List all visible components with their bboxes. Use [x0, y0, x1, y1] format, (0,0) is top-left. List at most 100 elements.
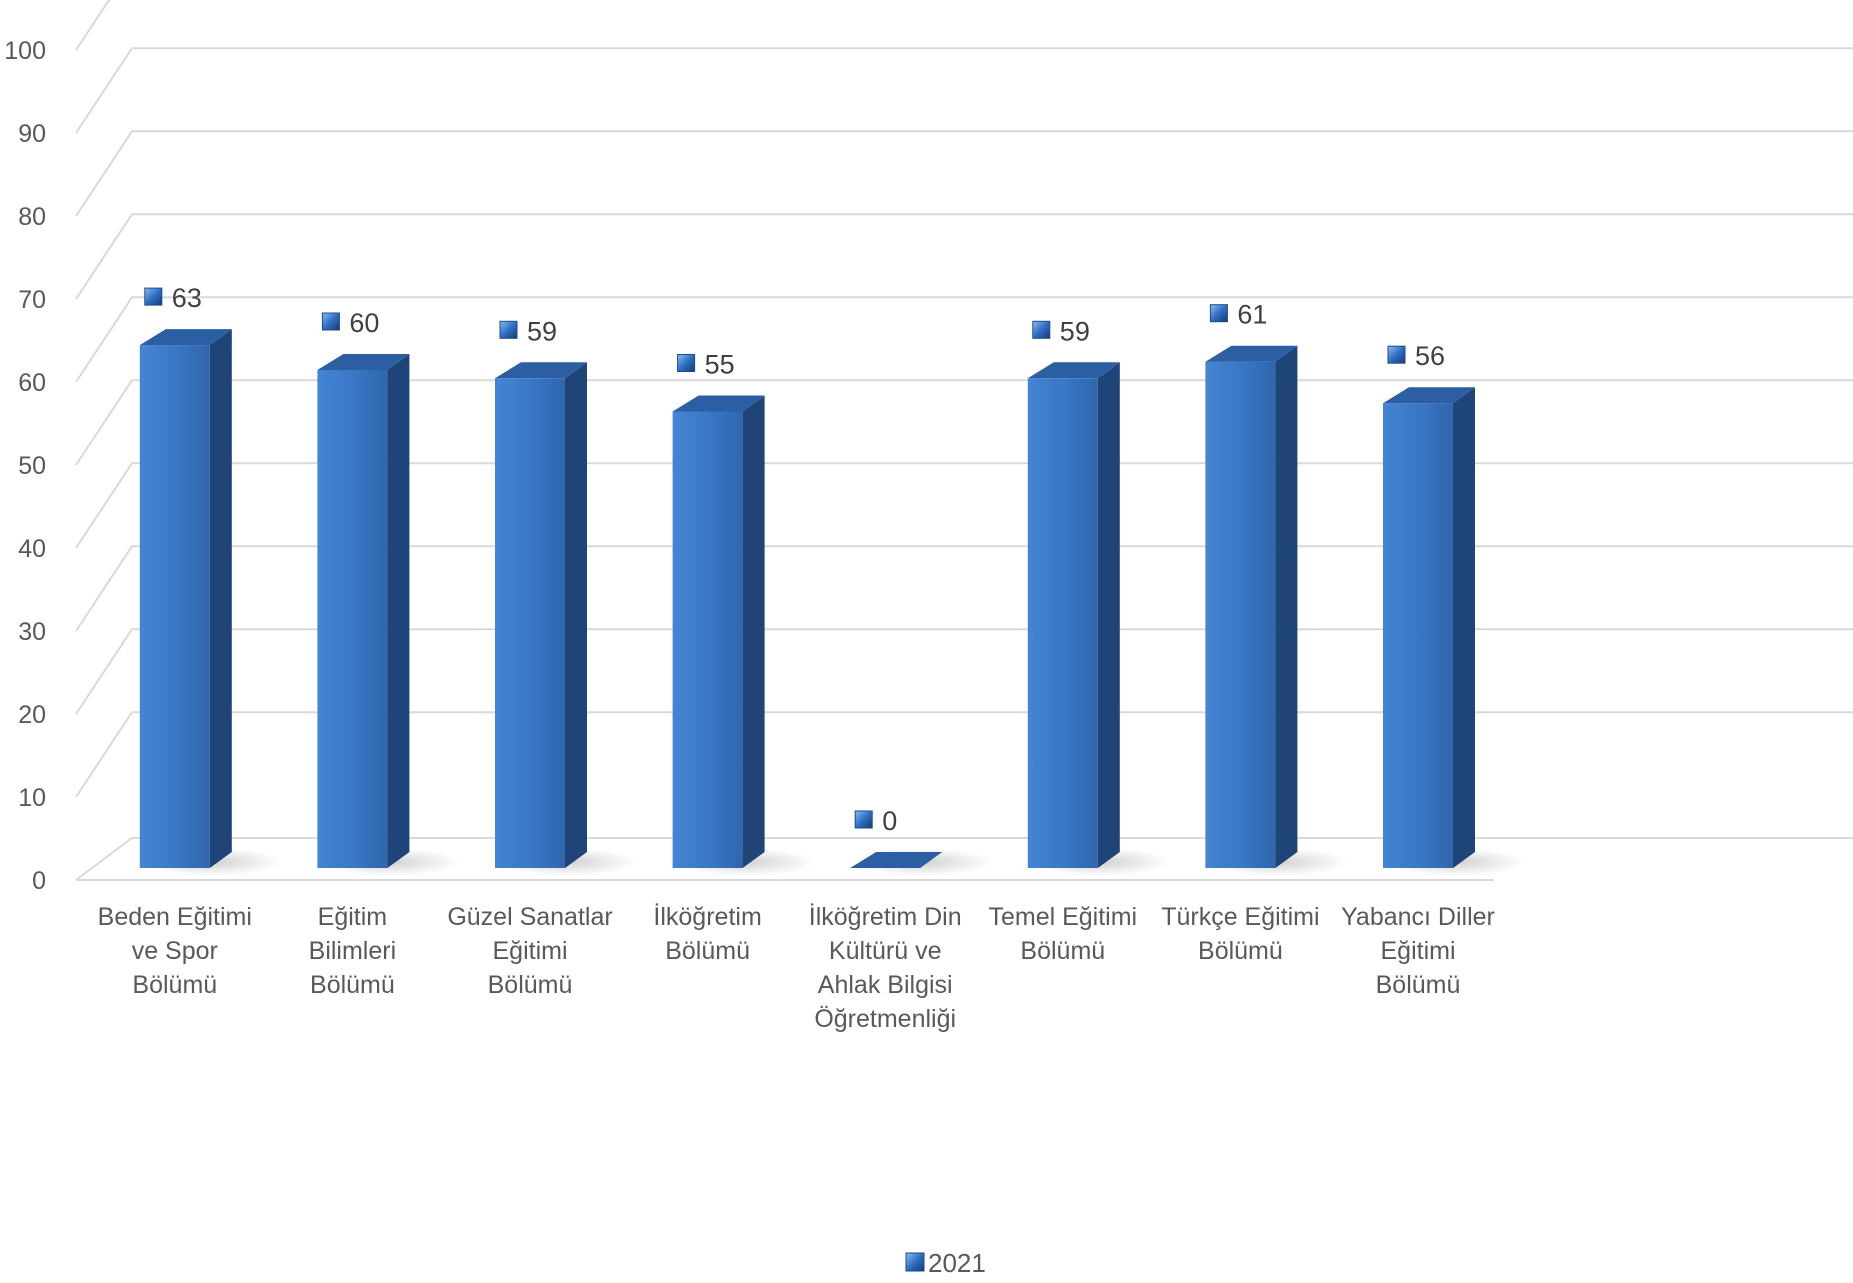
legend-label: 2021: [928, 1248, 986, 1278]
data-label-value: 56: [1415, 341, 1445, 371]
legend[interactable]: 2021: [905, 1248, 986, 1278]
x-tick-label-line: Bölümü: [1376, 971, 1461, 999]
x-tick-label-line: Bölümü: [1198, 937, 1283, 965]
bar-top: [317, 354, 410, 370]
bar-front: [317, 370, 388, 868]
gridline: [75, 130, 1853, 217]
y-tick-label: 90: [18, 120, 46, 148]
y-tick-label: 10: [18, 784, 46, 812]
x-tick-label: Yabancı Diller Eğitimi Bölümü: [1341, 903, 1495, 999]
x-tick-label-line: Temel Eğitimi: [988, 903, 1137, 931]
data-label-value: 55: [705, 350, 735, 380]
y-tick-label: 50: [18, 452, 46, 480]
x-tick-label-line: Güzel Sanatlar: [447, 903, 612, 931]
bar-side: [387, 354, 410, 868]
y-tick-label: 40: [18, 535, 46, 563]
x-tick-label-line: Bölümü: [310, 971, 395, 999]
bar: [672, 395, 816, 876]
bar-top: [1027, 362, 1120, 379]
data-label-marker: [677, 354, 696, 372]
x-tick-label: Beden Eğitimi ve Spor Bölümü: [98, 903, 252, 999]
data-label-value: 59: [1060, 316, 1090, 346]
y-tick-label: 0: [32, 867, 46, 895]
bar-front: [1027, 378, 1098, 868]
data-label-value: 0: [882, 806, 897, 836]
bar: [850, 848, 994, 876]
data-label-marker: [1387, 345, 1406, 364]
bar: [495, 362, 638, 876]
y-tick-label: 70: [18, 286, 46, 314]
data-label: 56: [1387, 341, 1445, 371]
bar-side: [565, 362, 587, 868]
data-label-marker: [144, 287, 163, 306]
x-tick-label-line: İlköğretim: [653, 902, 761, 931]
data-label-marker: [1209, 304, 1228, 323]
bar: [1383, 387, 1526, 876]
bar-front: [139, 345, 210, 869]
data-label-value: 61: [1237, 300, 1267, 330]
bar: [1027, 362, 1171, 876]
data-label-marker: [321, 312, 340, 331]
bar-side: [742, 395, 765, 868]
x-tick-label-line: Beden Eğitimi: [98, 903, 252, 931]
x-tick-label-line: Eğitimi: [492, 937, 567, 965]
bar-top: [139, 329, 232, 346]
bar-side: [1275, 345, 1298, 868]
x-tick-label-line: Eğitimi: [1380, 937, 1455, 965]
gridline: [75, 296, 1853, 383]
x-tick-label: Türkçe Eğitimi Bölümü: [1161, 903, 1319, 965]
x-tick-label-line: İlköğretim Din: [809, 902, 962, 931]
bar-top: [672, 395, 765, 412]
data-label-value: 60: [349, 308, 379, 338]
data-label: 63: [144, 283, 202, 313]
data-label-marker: [1032, 320, 1051, 339]
x-tick-label-line: Türkçe Eğitimi: [1161, 903, 1319, 931]
x-tick-label-line: Bölümü: [488, 971, 573, 999]
data-label-value: 59: [527, 316, 557, 346]
bar-side: [1097, 362, 1120, 868]
gridline: [75, 47, 1853, 134]
data-label: 0: [854, 806, 897, 836]
x-tick-label: Güzel Sanatlar Eğitimi Bölümü: [447, 903, 612, 999]
bar-top: [850, 852, 943, 868]
x-tick-label: Eğitim Bilimleri Bölümü: [309, 903, 397, 999]
x-tick-label-line: Bölümü: [1020, 937, 1105, 965]
category-labels: Beden Eğitimi ve Spor Bölümü Eğitim Bilimler…: [98, 902, 1495, 1033]
data-label: 59: [499, 316, 557, 346]
x-tick-label: Temel Eğitimi Bölümü: [988, 903, 1137, 965]
bars: [139, 329, 1526, 876]
y-tick-label: 30: [18, 618, 46, 646]
data-label-marker: [854, 810, 873, 829]
bar-top: [1205, 345, 1298, 362]
y-tick-label: 100: [4, 37, 46, 65]
bar: [1205, 345, 1349, 876]
x-tick-label-line: Bölümü: [132, 971, 217, 999]
x-tick-label-line: Bölümü: [665, 937, 750, 965]
x-tick-label-line: Bilimleri: [309, 937, 397, 965]
x-tick-label-line: ve Spor: [132, 937, 218, 965]
x-tick-label-line: Kültürü ve: [829, 937, 942, 965]
x-tick-label: İlköğretim Din Kültürü ve Ahlak Bilgisi Öğr…: [809, 902, 962, 1033]
axes: 0 10 20 30 40 50 60 70 80 90 100: [4, 37, 46, 895]
data-label: 59: [1032, 316, 1090, 346]
bar-side: [1453, 387, 1475, 868]
bar-front: [495, 378, 565, 868]
y-tick-label: 20: [18, 701, 46, 729]
x-tick-label-line: Eğitim: [318, 903, 387, 931]
data-labels: 63 60 59 55 0 59 61 56: [144, 283, 1445, 836]
y-tick-label: 80: [18, 203, 46, 231]
bar: [139, 329, 283, 876]
bar-top: [495, 362, 587, 379]
data-label: 61: [1209, 300, 1267, 330]
bar-side: [209, 329, 232, 869]
legend-swatch: [905, 1252, 925, 1272]
data-label: 60: [321, 308, 379, 338]
bar-front: [1205, 361, 1276, 868]
bar-top: [1383, 387, 1475, 404]
data-label: 55: [677, 350, 735, 380]
x-tick-label-line: Öğretmenliği: [814, 1005, 956, 1033]
data-label-marker: [499, 320, 518, 339]
bar: [317, 354, 461, 876]
